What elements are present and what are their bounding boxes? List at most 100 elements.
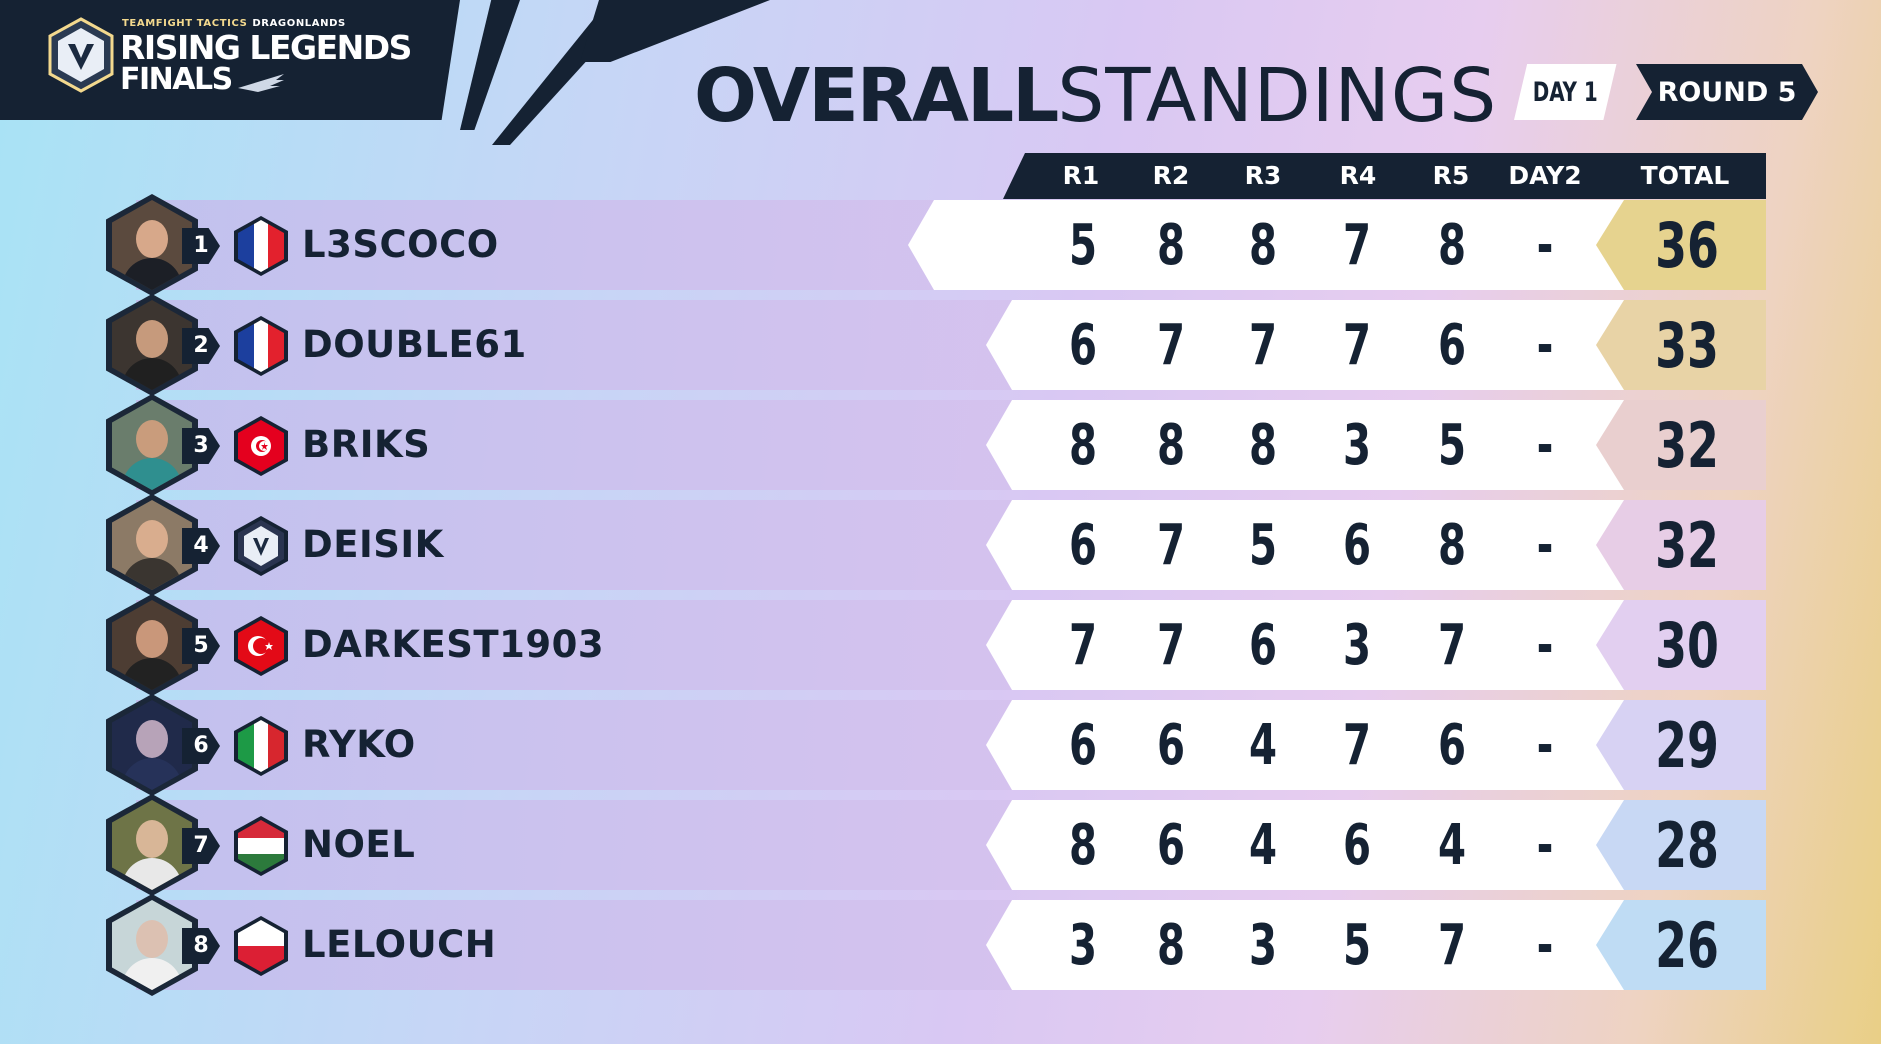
score-r5: 6: [1437, 713, 1467, 778]
total-panel: [1596, 800, 1766, 890]
player-name: L3SCOCO: [302, 223, 499, 266]
score-day2: -: [1536, 513, 1554, 578]
score-r4: 3: [1342, 613, 1372, 678]
score-r5: 4: [1437, 813, 1467, 878]
score-r4: 3: [1342, 413, 1372, 478]
france-flag: [234, 316, 288, 376]
score-r5: 7: [1437, 613, 1467, 678]
score-r3: 8: [1248, 413, 1278, 478]
total-panel: [1596, 400, 1766, 490]
total-score: 28: [1655, 809, 1719, 882]
score-r2: 8: [1156, 913, 1186, 978]
title-bold: OVERALL: [694, 53, 1059, 139]
total-panel: [1596, 200, 1766, 290]
score-r1: 6: [1068, 713, 1098, 778]
score-r2: 6: [1156, 813, 1186, 878]
player-avatar: [106, 194, 198, 296]
total-score: 36: [1655, 209, 1719, 282]
column-header-r2: R2: [1152, 161, 1190, 190]
score-r5: 5: [1437, 413, 1467, 478]
score-r4: 5: [1342, 913, 1372, 978]
italy-flag: [234, 716, 288, 776]
score-r2: 7: [1156, 513, 1186, 578]
total-score: 33: [1655, 309, 1719, 382]
score-r1: 7: [1068, 613, 1098, 678]
player-name: DOUBLE61: [302, 323, 527, 366]
standings-row: 4 DEISIK 6 7 5 6 8-32: [106, 494, 1766, 596]
player-name: BRIKS: [302, 423, 431, 466]
hungary-flag: [234, 816, 288, 876]
score-r2: 8: [1156, 413, 1186, 478]
score-r4: 7: [1342, 213, 1372, 278]
score-day2: -: [1536, 213, 1554, 278]
score-r1: 8: [1068, 813, 1098, 878]
tft-emblem-icon: [48, 17, 114, 93]
column-header-total: TOTAL: [1640, 161, 1730, 190]
score-r2: 7: [1156, 313, 1186, 378]
score-day2: -: [1536, 913, 1554, 978]
score-r3: 5: [1248, 513, 1278, 578]
brand-title-line-1: RISING LEGENDS: [120, 28, 412, 67]
player-name: DEISIK: [302, 523, 444, 566]
total-panel: [1596, 700, 1766, 790]
score-day2: -: [1536, 613, 1554, 678]
round-badge: ROUND 5: [1636, 64, 1818, 120]
player-name: LELOUCH: [302, 923, 497, 966]
score-r3: 6: [1248, 613, 1278, 678]
standings-row: 3 BRIKS 8 8 8 3 5-32: [106, 394, 1766, 496]
score-r4: 7: [1342, 713, 1372, 778]
score-r3: 3: [1248, 913, 1278, 978]
score-r3: 8: [1248, 213, 1278, 278]
standings-row: 6 RYKO 6 6 4 7 6-29: [106, 694, 1766, 796]
score-r3: 4: [1248, 813, 1278, 878]
player-name: NOEL: [302, 823, 416, 866]
column-header-r5: R5: [1432, 161, 1470, 190]
total-score: 26: [1655, 909, 1719, 982]
brand-small-text: TEAMFIGHT TACTICS DRAGONLANDS: [122, 18, 346, 29]
tft-logo-flag: [234, 516, 288, 576]
tunisia-flag: [234, 416, 288, 476]
score-r4: 6: [1342, 513, 1372, 578]
standings-row: 2 DOUBLE61 6 7 7 7 6-33: [106, 294, 1766, 396]
score-r4: 7: [1342, 313, 1372, 378]
total-panel: [1596, 500, 1766, 590]
score-day2: -: [1536, 313, 1554, 378]
standings-row: 8 LELOUCH 3 8 3 5 7-26: [106, 894, 1766, 996]
player-avatar: [106, 394, 198, 496]
score-r5: 6: [1437, 313, 1467, 378]
score-r2: 7: [1156, 613, 1186, 678]
score-r3: 7: [1248, 313, 1278, 378]
standings-row: 5 DARKEST1903 7 7 6 3 7-30: [106, 594, 1766, 696]
wing-icon: [238, 74, 284, 92]
total-score: 32: [1655, 409, 1719, 482]
score-r1: 8: [1068, 413, 1098, 478]
column-header-day2: DAY2: [1508, 161, 1582, 190]
score-day2: -: [1536, 713, 1554, 778]
score-r1: 6: [1068, 313, 1098, 378]
brand-title-line-2: FINALS: [120, 62, 233, 97]
score-r4: 6: [1342, 813, 1372, 878]
score-r3: 4: [1248, 713, 1278, 778]
score-r1: 6: [1068, 513, 1098, 578]
page-title: OVERALLSTANDINGS: [694, 56, 1497, 136]
standings-row: 1 L3SCOCO 5 8 8 7 8-36: [106, 194, 1766, 296]
column-header-r4: R4: [1339, 161, 1377, 190]
score-day2: -: [1536, 413, 1554, 478]
column-header-r3: R3: [1244, 161, 1282, 190]
france-flag: [234, 216, 288, 276]
total-score: 29: [1655, 709, 1719, 782]
turkey-flag: [234, 616, 288, 676]
total-score: 32: [1655, 509, 1719, 582]
column-header-r1: R1: [1062, 161, 1100, 190]
table-header: [1003, 153, 1766, 199]
score-r2: 8: [1156, 213, 1186, 278]
player-name: DARKEST1903: [302, 623, 605, 666]
score-day2: -: [1536, 813, 1554, 878]
decorative-slash: [460, 0, 520, 130]
total-score: 30: [1655, 609, 1719, 682]
day-badge: DAY 1: [1514, 64, 1617, 120]
score-r5: 8: [1437, 213, 1467, 278]
total-panel: [1596, 300, 1766, 390]
score-r5: 8: [1437, 513, 1467, 578]
